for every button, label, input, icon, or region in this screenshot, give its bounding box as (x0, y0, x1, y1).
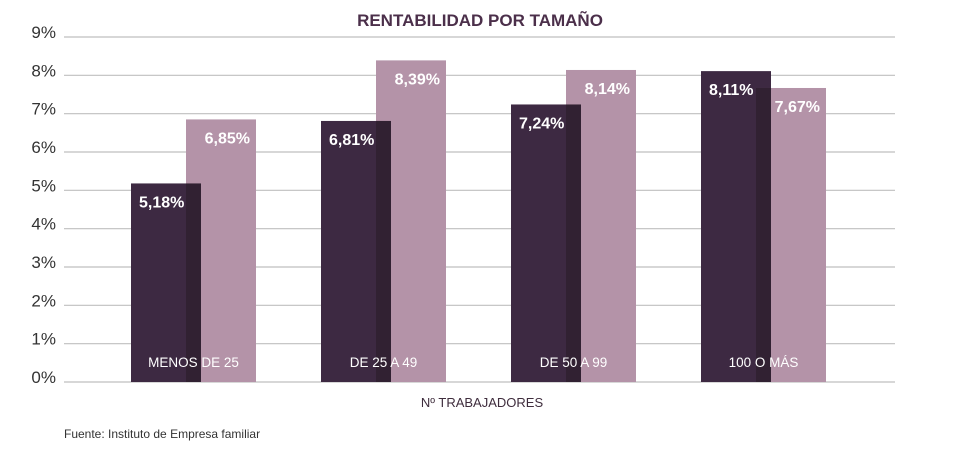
data-label-series-2: 7,67% (775, 99, 820, 116)
y-tick-label: 4% (31, 215, 56, 234)
y-axis-ticks: 0% 1% 2% 3% 4% 5% 6% 7% 8% 9% (31, 23, 56, 387)
data-label-series-2: 8,39% (395, 71, 440, 88)
bar-overlap (376, 120, 391, 382)
y-tick-label: 5% (31, 176, 56, 195)
data-label-series-1: 6,81% (329, 132, 374, 149)
y-tick-label: 3% (31, 253, 56, 272)
category-label: MENOS DE 25 (148, 355, 239, 370)
data-labels: 5,18% 6,85% MENOS DE 25 6,81% 8,39% DE 25 A 4… (139, 71, 820, 370)
y-tick-label: 2% (31, 291, 56, 310)
data-label-series-2: 6,85% (205, 130, 250, 147)
category-label: DE 25 A 49 (350, 355, 418, 370)
y-tick-label: 1% (31, 330, 56, 349)
bar-overlap (566, 104, 581, 382)
y-tick-label: 8% (31, 61, 56, 80)
y-tick-label: 6% (31, 138, 56, 157)
data-label-series-2: 8,14% (585, 81, 630, 98)
data-label-series-1: 8,11% (709, 82, 753, 99)
data-label-series-1: 7,24% (519, 115, 564, 132)
y-tick-label: 9% (31, 23, 56, 42)
y-tick-label: 0% (31, 368, 56, 387)
source-note: Fuente: Instituto de Empresa familiar (64, 427, 260, 441)
category-label: 100 O MÁS (729, 355, 799, 370)
x-axis-label: Nº TRABAJADORES (421, 395, 544, 410)
y-tick-label: 7% (31, 100, 56, 119)
bars (131, 60, 826, 383)
bar-overlap (756, 87, 771, 382)
chart-title: RENTABILIDAD POR TAMAÑO (357, 10, 603, 30)
category-label: DE 50 A 99 (540, 355, 608, 370)
bar-overlap (186, 183, 201, 382)
data-label-series-1: 5,18% (139, 194, 184, 211)
